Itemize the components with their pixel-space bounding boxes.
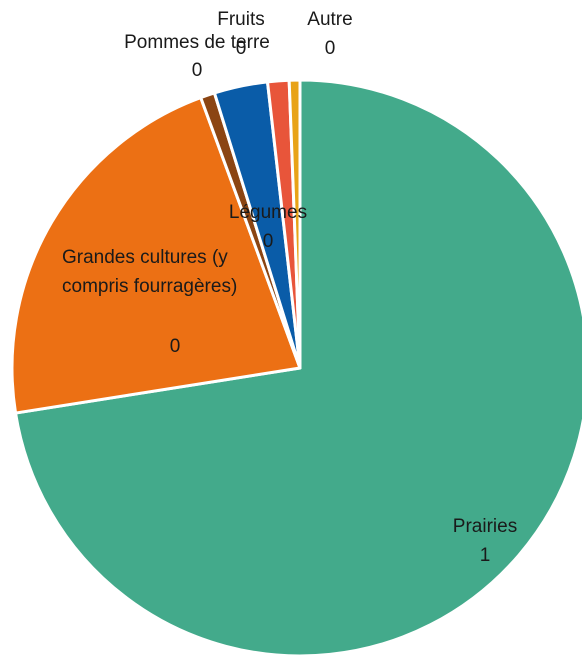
value-label: 0 bbox=[325, 38, 336, 59]
slice-label: Légumes bbox=[229, 202, 307, 223]
pie-slice bbox=[287, 78, 302, 370]
slice-label: Prairies bbox=[453, 516, 517, 537]
pie-slice bbox=[10, 96, 302, 415]
value-label: 0 bbox=[236, 38, 247, 59]
value-label: 0 bbox=[170, 336, 181, 357]
value-label: 0 bbox=[263, 231, 274, 252]
value-label: 1 bbox=[480, 545, 491, 566]
slice-label: Pommes de terre bbox=[124, 32, 270, 53]
pie-slice bbox=[14, 78, 582, 658]
slice-label-text: Grandes cultures (y compris fourragères) bbox=[62, 247, 238, 297]
slice-label: Autre bbox=[307, 9, 352, 30]
value-label: 0 bbox=[192, 60, 203, 81]
slice-label: Fruits bbox=[217, 9, 265, 30]
slice-label: Grandes cultures (y compris fourragères) bbox=[62, 247, 238, 297]
